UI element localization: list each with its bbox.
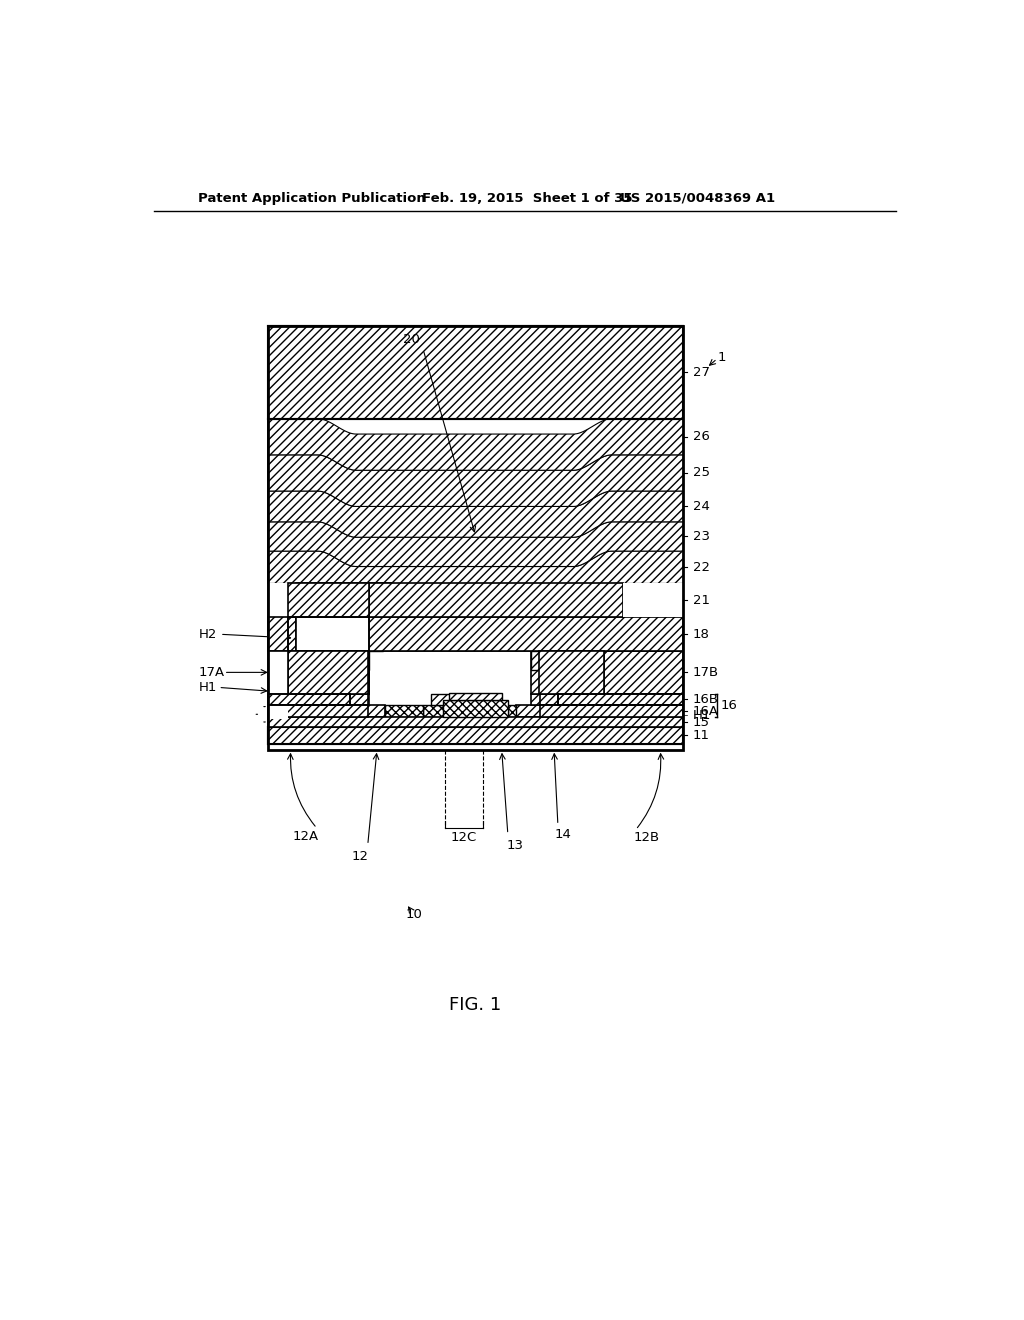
Text: 27: 27 xyxy=(692,366,710,379)
Text: 25: 25 xyxy=(692,466,710,479)
Bar xyxy=(267,618,289,651)
Bar xyxy=(267,693,370,705)
Bar xyxy=(531,651,683,693)
Bar xyxy=(269,651,289,693)
Text: H1: H1 xyxy=(199,681,217,694)
Text: 12: 12 xyxy=(351,850,369,862)
Bar xyxy=(267,726,683,743)
Text: 11: 11 xyxy=(692,729,710,742)
Bar xyxy=(267,705,385,718)
Text: 23: 23 xyxy=(692,529,710,543)
Bar xyxy=(539,651,604,693)
Bar xyxy=(289,583,370,618)
Polygon shape xyxy=(267,491,683,537)
Bar xyxy=(267,326,683,750)
Bar xyxy=(267,583,683,618)
Polygon shape xyxy=(267,418,683,470)
Bar xyxy=(296,651,370,693)
Bar xyxy=(269,583,296,618)
Bar xyxy=(267,718,683,726)
Bar xyxy=(385,705,423,718)
Text: 16A: 16A xyxy=(692,705,719,718)
Bar xyxy=(370,618,683,651)
Bar xyxy=(624,583,683,618)
Bar xyxy=(541,705,683,718)
Text: 10: 10 xyxy=(406,908,422,921)
Bar xyxy=(267,651,289,696)
Bar xyxy=(558,693,683,705)
Text: 17B: 17B xyxy=(692,665,719,678)
Text: 12C: 12C xyxy=(451,832,477,843)
Text: 14: 14 xyxy=(555,828,571,841)
Bar xyxy=(296,618,383,651)
Bar xyxy=(431,694,500,705)
Bar xyxy=(267,705,368,718)
Bar xyxy=(443,701,508,718)
Bar xyxy=(296,618,383,651)
Text: 20: 20 xyxy=(403,333,420,346)
Bar xyxy=(267,326,683,418)
Bar xyxy=(296,583,392,618)
Polygon shape xyxy=(267,521,683,566)
Bar xyxy=(267,618,683,651)
Text: Patent Application Publication: Patent Application Publication xyxy=(199,191,426,205)
Text: H2: H2 xyxy=(199,628,217,640)
Text: 21: 21 xyxy=(692,594,710,607)
Text: Feb. 19, 2015  Sheet 1 of 35: Feb. 19, 2015 Sheet 1 of 35 xyxy=(422,191,632,205)
Text: 17A: 17A xyxy=(199,665,224,678)
Bar xyxy=(423,705,508,718)
Bar xyxy=(267,693,350,705)
Bar xyxy=(267,651,370,693)
Bar xyxy=(267,726,683,743)
Bar xyxy=(267,705,289,719)
Bar xyxy=(508,705,515,718)
Text: 12A: 12A xyxy=(293,829,319,842)
Text: 15: 15 xyxy=(692,715,710,729)
Text: 16B: 16B xyxy=(692,693,719,706)
Bar xyxy=(531,651,578,671)
Bar xyxy=(624,583,683,618)
Text: 26: 26 xyxy=(692,430,710,444)
Bar xyxy=(296,651,370,693)
Bar xyxy=(531,693,683,705)
Text: 18: 18 xyxy=(692,628,710,640)
Text: US 2015/0048369 A1: US 2015/0048369 A1 xyxy=(621,191,775,205)
Polygon shape xyxy=(267,552,683,598)
Bar xyxy=(515,705,683,718)
Bar xyxy=(289,651,368,693)
Bar xyxy=(267,718,683,726)
Text: 22: 22 xyxy=(692,561,710,574)
Text: 13: 13 xyxy=(507,838,524,851)
Bar xyxy=(450,693,502,701)
Text: 1: 1 xyxy=(717,351,726,363)
Text: 12B: 12B xyxy=(634,832,659,843)
Text: 24: 24 xyxy=(692,500,710,513)
Bar xyxy=(370,583,624,618)
Bar xyxy=(267,651,370,693)
Bar xyxy=(323,651,370,671)
Polygon shape xyxy=(267,455,683,507)
Bar xyxy=(267,583,683,618)
Text: FIG. 1: FIG. 1 xyxy=(450,997,502,1014)
Text: H1: H1 xyxy=(692,709,711,722)
Text: 16: 16 xyxy=(720,700,737,711)
